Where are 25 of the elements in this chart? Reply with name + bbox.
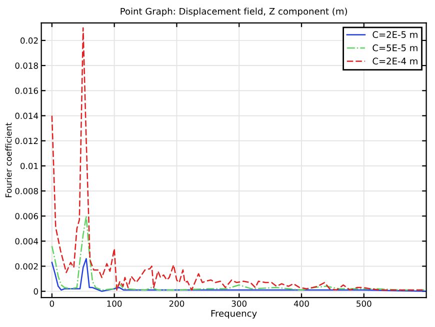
y-axis-title: Fourier coefficient	[5, 122, 12, 198]
y-tick-label: 0.01	[20, 162, 38, 170]
y-tick-label: 0.016	[15, 88, 38, 94]
x-tick-label: 300	[232, 300, 247, 307]
x-tick-label: 0	[50, 300, 54, 307]
legend-label: C=2E-4 m	[372, 58, 418, 65]
x-axis-title: Frequency	[211, 310, 257, 319]
y-tick-label: 0.012	[15, 138, 38, 144]
y-tick-label: 0.02	[20, 37, 38, 44]
x-tick-label: 500	[356, 300, 372, 307]
y-tick-label: 0.018	[15, 62, 38, 69]
y-tick-label: 0	[34, 288, 38, 295]
y-tick-label: 0.006	[15, 213, 38, 220]
x-tick-label: 400	[294, 300, 309, 307]
x-tick-label: 200	[169, 300, 184, 307]
legend-label: C=2E-5 m	[372, 31, 418, 38]
y-tick-label: 0.014	[15, 112, 38, 119]
line-series	[51, 215, 426, 291]
y-tick-label: 0.004	[15, 238, 38, 244]
y-tick-label: 0.008	[15, 188, 38, 194]
line-series	[51, 258, 426, 292]
legend-label: C=5E-5 m	[372, 44, 418, 52]
y-tick-label: 0.002	[15, 263, 38, 270]
chart-title: Point Graph: Displacement field, Z component (m)	[120, 8, 347, 16]
x-tick-label: 100	[107, 300, 122, 307]
